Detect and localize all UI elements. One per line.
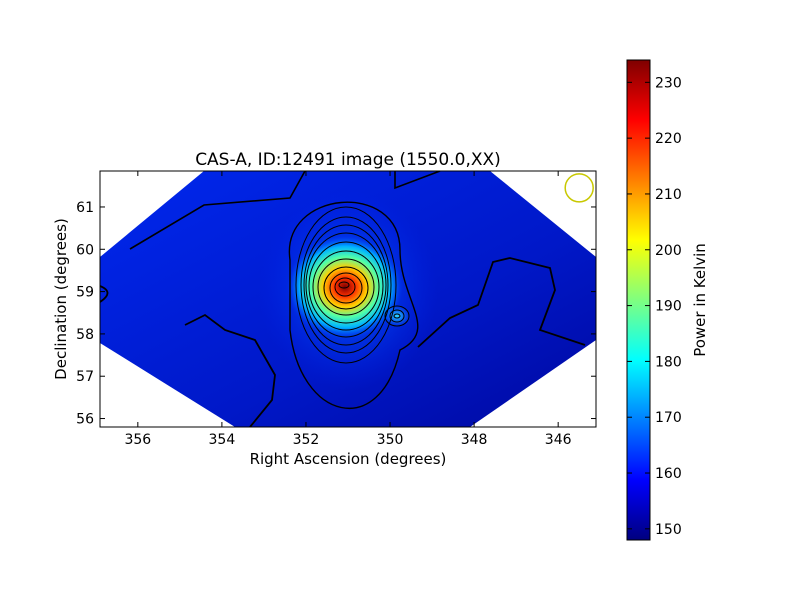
x-axis-ticks: 356 354 352 350 348 346: [124, 171, 572, 448]
colorbar-tick-label: 210: [655, 187, 682, 203]
x-tick-label: 352: [293, 432, 320, 448]
colorbar-tick-label: 170: [655, 410, 682, 426]
plot-frame: [99, 170, 597, 428]
heatmap-image: [100, 171, 596, 427]
contours: [100, 171, 586, 427]
x-tick-label: 346: [545, 432, 572, 448]
x-tick-label: 348: [461, 432, 488, 448]
chart-title: CAS-A, ID:12491 image (1550.0,XX): [195, 150, 501, 170]
x-tick-label: 350: [377, 432, 404, 448]
colorbar: [626, 59, 651, 541]
colorbar-tick-label: 160: [655, 466, 682, 482]
y-tick-label: 60: [76, 242, 94, 258]
x-tick-label: 354: [209, 432, 236, 448]
colorbar-tick-label: 150: [655, 522, 682, 538]
colorbar-tick-label: 200: [655, 243, 682, 259]
y-tick-label: 56: [76, 412, 94, 428]
y-axis-ticks: 56 57 58 59 60 61: [76, 200, 596, 428]
colorbar-tick-label: 230: [655, 75, 682, 91]
secondary-source-blob: [383, 305, 411, 327]
y-tick-label: 61: [76, 200, 94, 216]
y-axis-label: Declination (degrees): [52, 218, 70, 380]
y-tick-label: 57: [76, 369, 94, 385]
colorbar-label: Power in Kelvin: [691, 243, 709, 357]
colorbar-tick-label: 180: [655, 354, 682, 370]
colorbar-tick-label: 190: [655, 299, 682, 315]
beam-marker-circle: [564, 173, 594, 203]
y-tick-label: 59: [76, 285, 94, 301]
x-axis-label: Right Ascension (degrees): [250, 450, 447, 468]
colorbar-ticks: 150 160 170 180 190 200 210 220 230: [627, 75, 682, 538]
colorbar-tick-label: 220: [655, 131, 682, 147]
x-tick-label: 356: [124, 432, 151, 448]
y-tick-label: 58: [76, 327, 94, 343]
